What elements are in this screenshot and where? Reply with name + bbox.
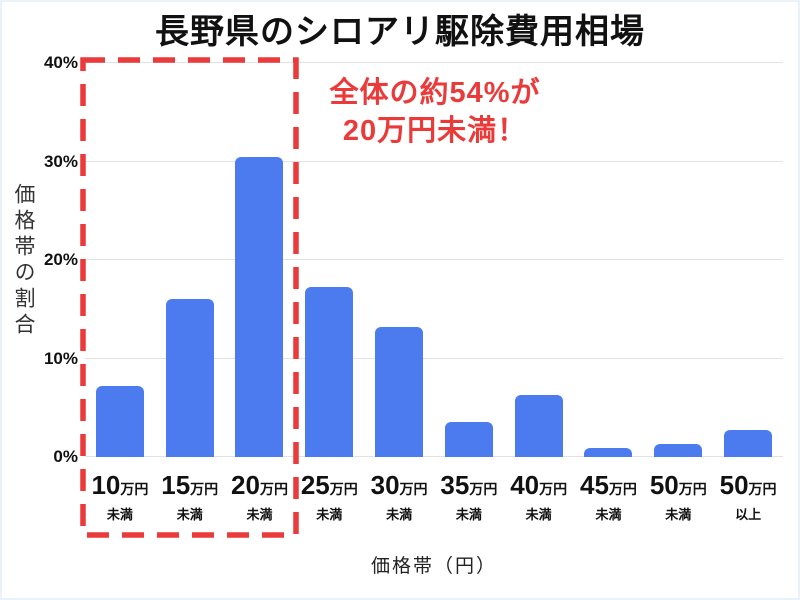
- bar-30万円未満: [375, 326, 424, 457]
- x-label-20万円未満: 20万円未満: [225, 470, 295, 523]
- x-label-qualifier: 未満: [106, 507, 133, 522]
- x-label-value: 30: [370, 470, 400, 500]
- y-tick-label-10: 10%: [43, 348, 78, 368]
- x-label-value: 35: [440, 470, 470, 500]
- annotation-line1: 全体の約54%が: [329, 77, 541, 109]
- x-label-15万円未満: 15万円未満: [155, 470, 225, 523]
- x-label-value: 50: [649, 470, 679, 500]
- x-label-45万円未満: 45万円未満: [574, 470, 644, 523]
- bar-band: [294, 63, 364, 457]
- bar-band: [85, 63, 155, 457]
- y-tick-label-40: 40%: [43, 53, 78, 72]
- x-label-value: 50: [719, 470, 749, 500]
- x-label-unit: 万円: [469, 481, 498, 497]
- bar-band: [364, 63, 434, 457]
- bar-25万円未満: [305, 286, 354, 457]
- y-axis-title: 価格帯の割合: [12, 183, 35, 339]
- x-label-qualifier: 未満: [386, 507, 413, 522]
- x-label-value: 20: [231, 470, 260, 500]
- x-axis-labels: 10万円 未満 15万円 未満 20万円 未満 25万円 未満 30万円 未満 35万円 未満 40万円…: [85, 470, 783, 523]
- bar-band: [643, 63, 713, 457]
- x-label-value: 15: [161, 470, 191, 500]
- x-label-unit: 万円: [399, 481, 428, 497]
- annotation-line2: 20万円未満！: [342, 115, 528, 147]
- annotation-callout: 全体の約54%が 20万円未満！: [298, 74, 572, 150]
- x-label-unit: 万円: [329, 481, 358, 497]
- y-tick-label-0: 0%: [53, 447, 78, 466]
- bar-20万円未満: [235, 156, 284, 457]
- x-label-unit: 万円: [190, 481, 219, 497]
- x-label-qualifier: 未満: [525, 507, 552, 522]
- x-label-25万円未満: 25万円未満: [294, 470, 364, 523]
- x-label-qualifier: 未満: [176, 507, 203, 522]
- bar-40万円未満: [514, 394, 563, 457]
- x-label-unit: 万円: [120, 481, 149, 497]
- bar-10万円未満: [95, 386, 144, 457]
- x-label-unit: 万円: [678, 481, 707, 497]
- gridline-10: [85, 357, 783, 359]
- bar-15万円未満: [165, 299, 214, 457]
- x-label-30万円未満: 30万円未満: [364, 470, 434, 523]
- x-label-10万円未満: 10万円未満: [85, 470, 155, 523]
- x-label-value: 40: [510, 470, 540, 500]
- x-label-unit: 万円: [748, 481, 777, 497]
- x-label-qualifier: 未満: [316, 507, 343, 522]
- x-label-50万円未満: 50万円未満: [643, 470, 713, 523]
- x-label-qualifier: 未満: [246, 507, 273, 522]
- bar-band: [155, 63, 225, 457]
- bar-50万円未満: [654, 444, 703, 457]
- bar-45万円未満: [584, 448, 633, 457]
- y-tick-label-30: 30%: [43, 151, 78, 171]
- x-axis-title: 価格帯（円）: [370, 556, 497, 577]
- bar-band: [434, 63, 504, 457]
- y-tick-label-20: 20%: [43, 250, 78, 269]
- bar-band: [713, 63, 783, 457]
- x-label-40万円未満: 40万円未満: [504, 470, 574, 523]
- gridline-0: [85, 456, 783, 457]
- x-label-qualifier: 以上: [735, 507, 762, 522]
- gridline-20: [85, 259, 783, 260]
- x-label-qualifier: 未満: [665, 507, 692, 522]
- x-label-unit: 万円: [259, 481, 288, 497]
- chart-title: 長野県のシロアリ駆除費用相場: [155, 13, 645, 51]
- x-label-unit: 万円: [539, 481, 568, 497]
- bar-band: [574, 63, 644, 457]
- x-label-value: 25: [300, 470, 330, 500]
- bar-band: [504, 63, 574, 457]
- x-label-unit: 万円: [608, 481, 637, 497]
- bar-35万円未満: [444, 421, 493, 457]
- bar-50万円以上: [724, 430, 773, 457]
- x-label-35万円未満: 35万円未満: [434, 470, 504, 523]
- gridline-40: [85, 62, 783, 63]
- x-label-qualifier: 未満: [595, 507, 622, 522]
- x-label-50万円以上: 50万円以上: [713, 470, 783, 523]
- x-label-value: 45: [580, 470, 609, 500]
- x-label-qualifier: 未満: [455, 507, 482, 522]
- x-label-value: 10: [91, 470, 121, 500]
- gridline-30: [85, 160, 783, 162]
- bar-band: [225, 63, 295, 457]
